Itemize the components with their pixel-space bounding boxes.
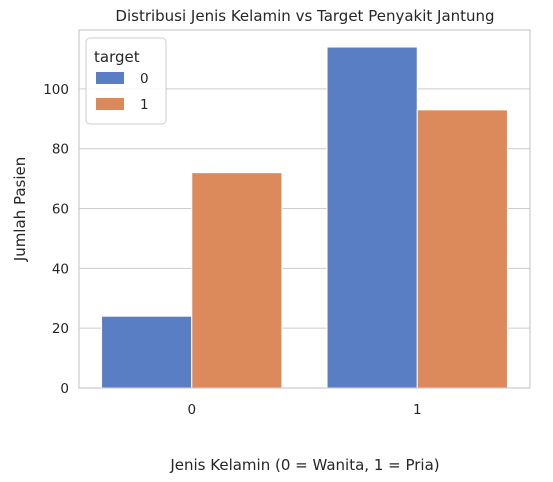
legend-title: target bbox=[94, 48, 140, 66]
bar bbox=[101, 315, 193, 389]
legend-swatch bbox=[96, 98, 124, 110]
y-tick-labels: 0 20 40 60 80 100 bbox=[43, 82, 69, 397]
x-tick-label: 0 bbox=[187, 402, 196, 418]
chart-title: Distribusi Jenis Kelamin vs Target Penya… bbox=[115, 7, 494, 25]
x-tick-label: 1 bbox=[413, 402, 422, 418]
bar bbox=[191, 172, 283, 389]
y-axis-label: Jumlah Pasien bbox=[11, 157, 29, 262]
legend: target 0 1 bbox=[85, 37, 167, 125]
y-tick-label: 100 bbox=[43, 82, 69, 98]
legend-label: 1 bbox=[140, 97, 149, 113]
bar bbox=[416, 109, 508, 389]
legend-label: 0 bbox=[140, 71, 149, 87]
legend-swatch bbox=[96, 72, 124, 84]
y-tick-label: 0 bbox=[60, 381, 69, 397]
y-tick-label: 60 bbox=[52, 202, 69, 218]
x-axis-label: Jenis Kelamin (0 = Wanita, 1 = Pria) bbox=[169, 456, 439, 474]
y-tick-label: 20 bbox=[52, 321, 69, 337]
bars-layer bbox=[101, 46, 508, 389]
plot-frame bbox=[78, 29, 531, 389]
y-tick-label: 80 bbox=[52, 142, 69, 158]
bar bbox=[326, 46, 418, 389]
y-tick-label: 40 bbox=[52, 261, 69, 277]
